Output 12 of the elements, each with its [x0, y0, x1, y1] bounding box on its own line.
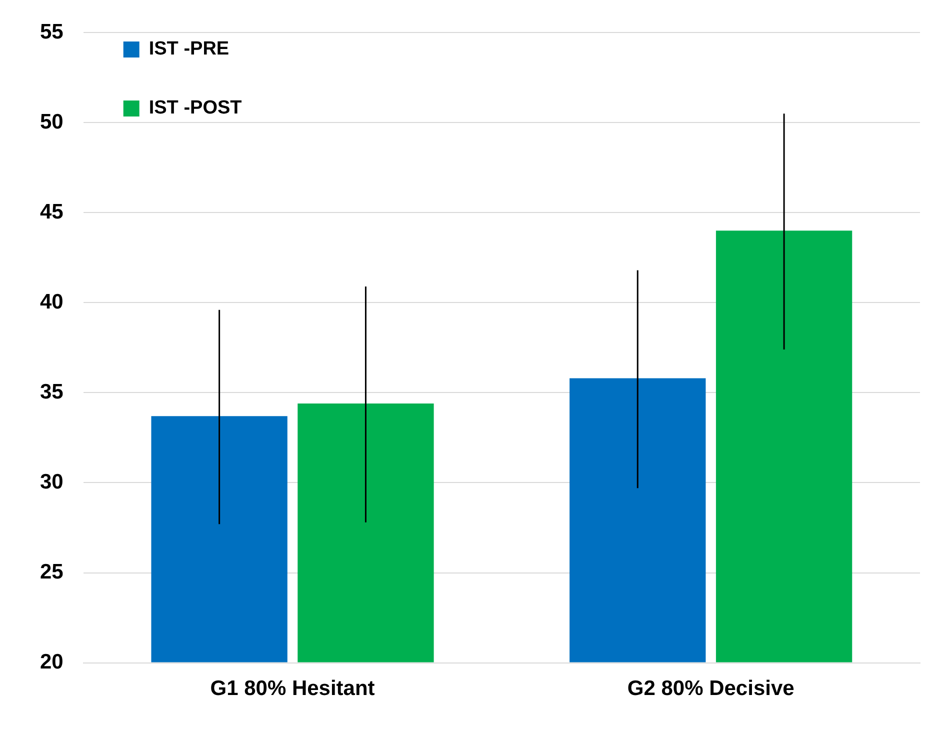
y-tick-label: 30 — [40, 470, 64, 494]
y-tick-label: 50 — [40, 110, 64, 134]
y-tick-label: 45 — [40, 200, 64, 224]
x-tick-label: G1 80% Hesitant — [210, 677, 375, 700]
legend-label: IST -PRE — [148, 38, 230, 60]
y-tick-label: 40 — [40, 290, 64, 314]
legend-label: IST -POST — [148, 98, 242, 119]
y-tick-label: 55 — [40, 20, 64, 44]
y-tick-label: 35 — [40, 380, 64, 404]
x-tick-label: G2 80% Decisive — [627, 677, 794, 700]
y-tick-label: 25 — [40, 560, 64, 584]
y-tick-label: 20 — [40, 650, 64, 674]
